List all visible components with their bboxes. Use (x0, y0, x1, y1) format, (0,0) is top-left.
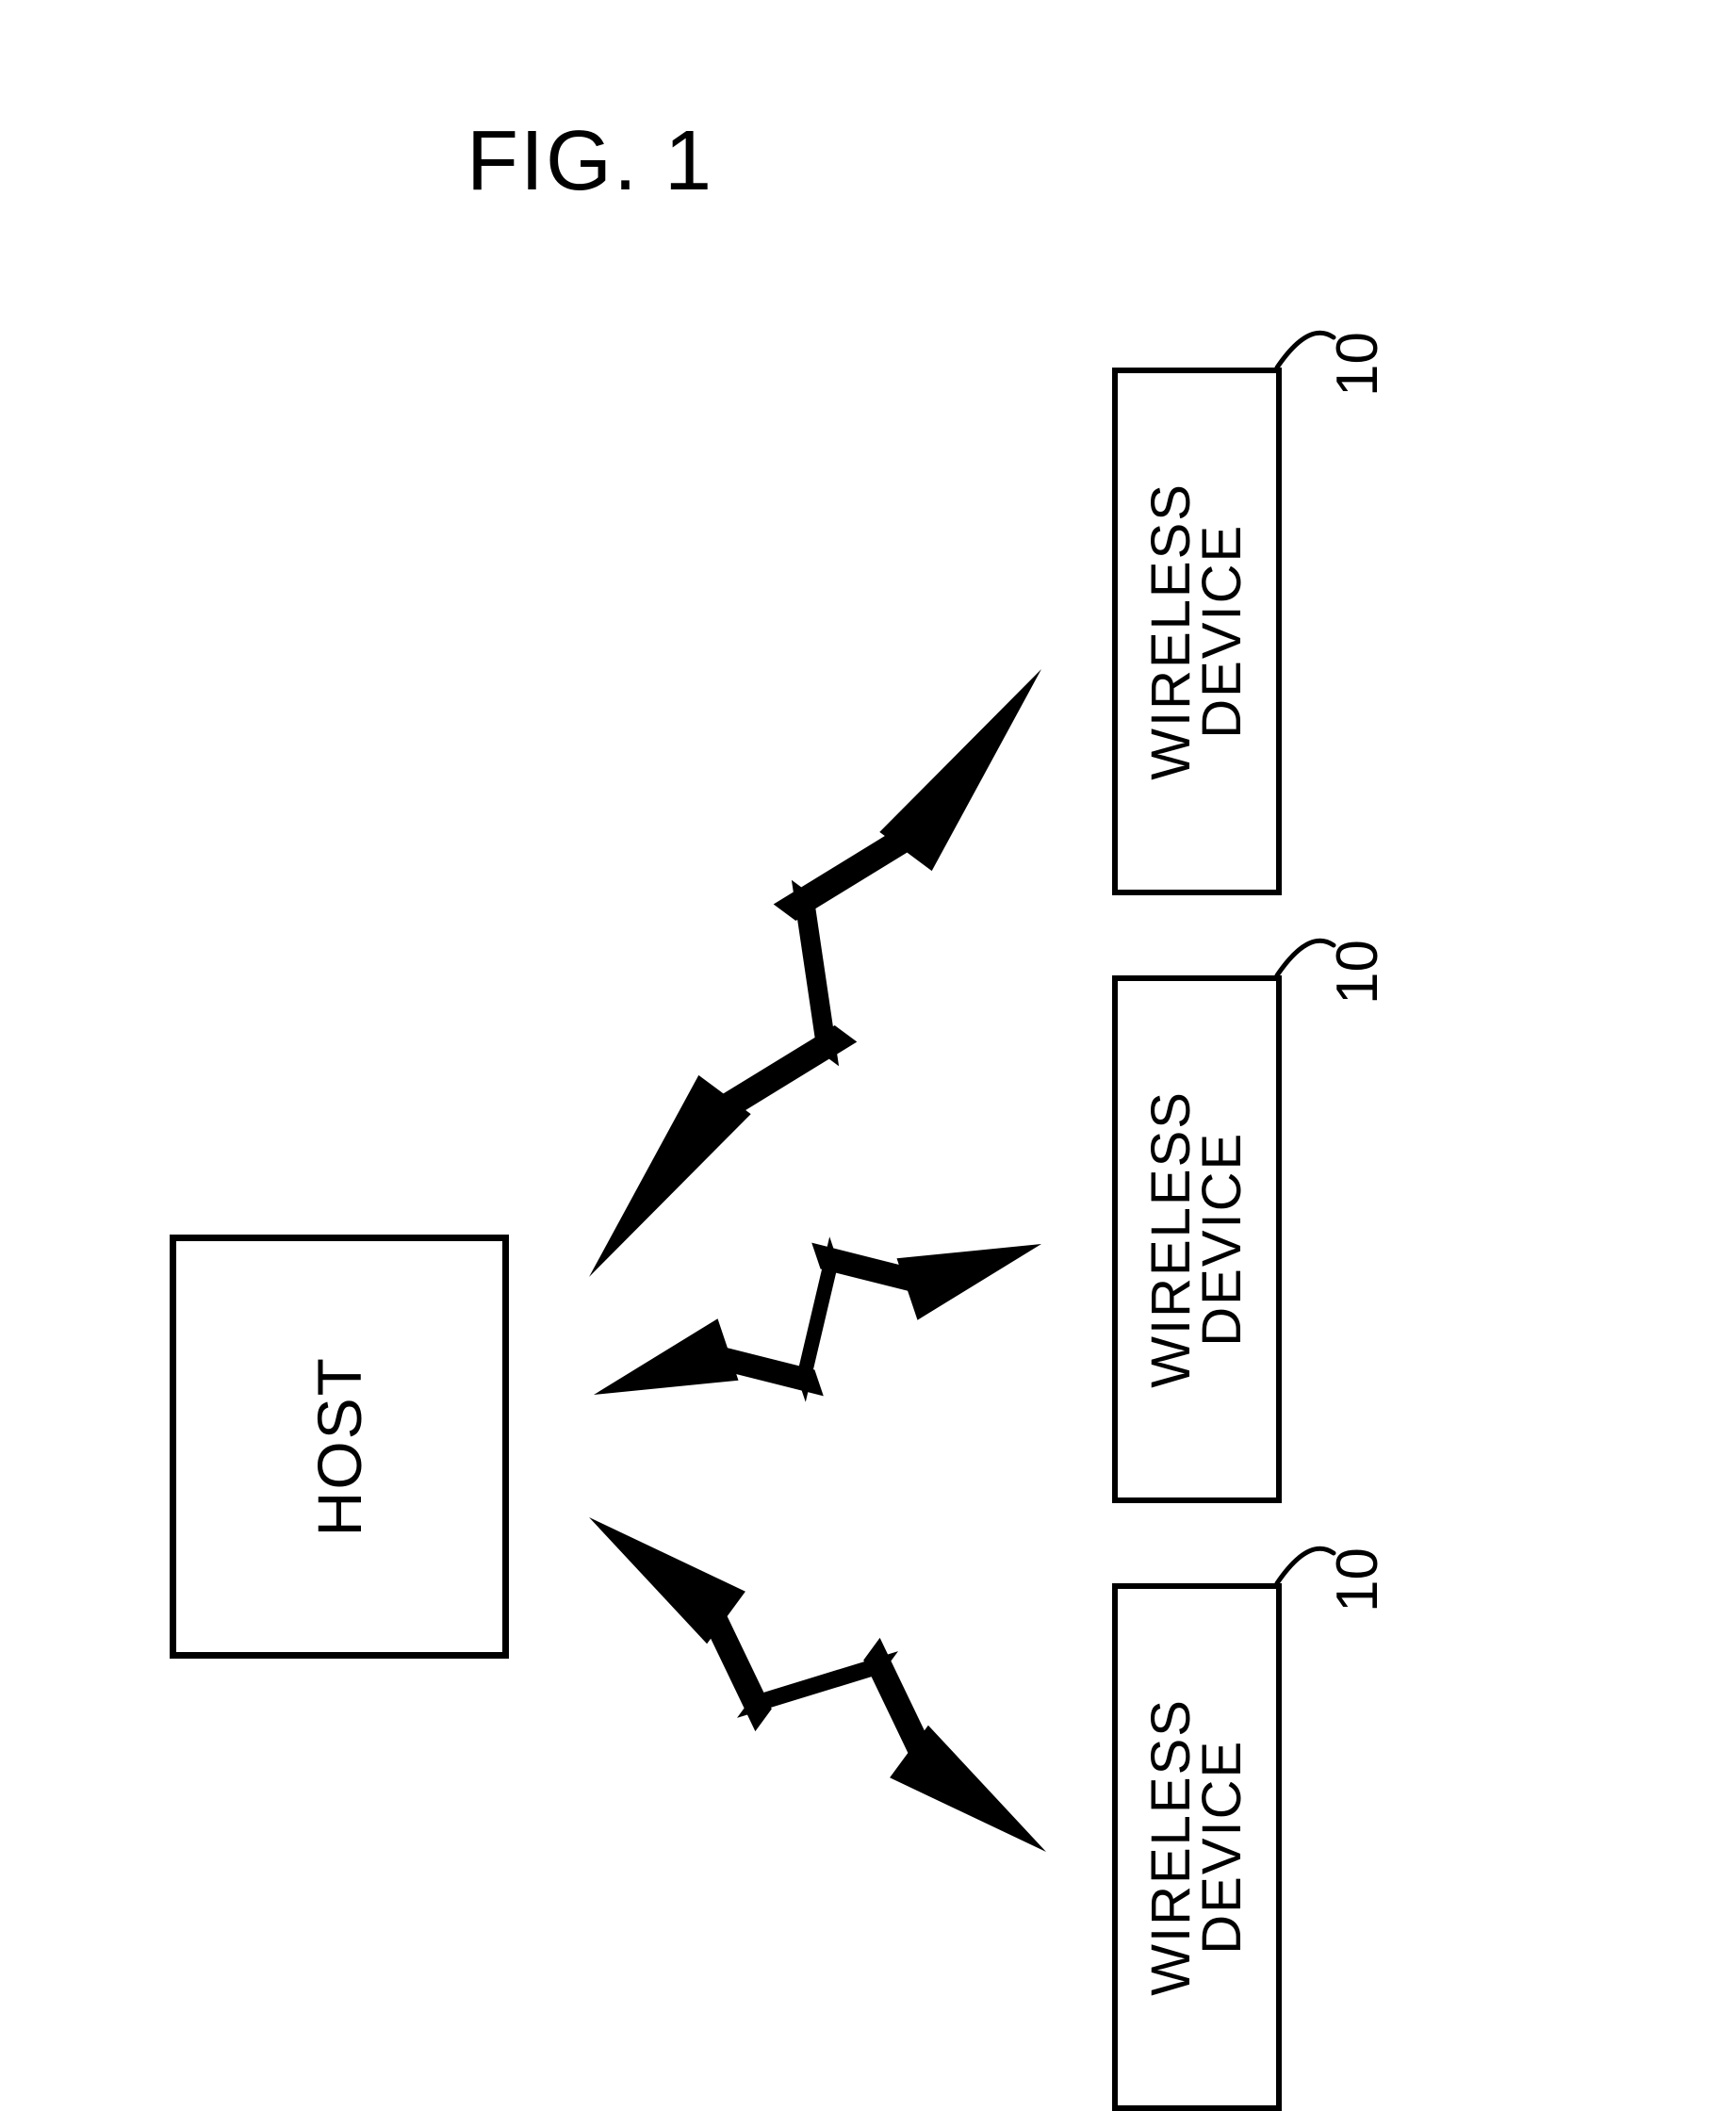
wireless-device-label: WIRELESSDEVICE (1146, 483, 1248, 780)
leader-line (1272, 1522, 1348, 1588)
leader-line (1272, 914, 1348, 980)
leader-line (1272, 306, 1348, 372)
wireless-device-box: WIRELESSDEVICE (1112, 975, 1282, 1503)
wireless-device-label: WIRELESSDEVICE (1146, 1698, 1248, 1996)
wireless-device-box: WIRELESSDEVICE (1112, 1583, 1282, 2111)
figure-title: FIG. 1 (467, 113, 713, 210)
wireless-device-box: WIRELESSDEVICE (1112, 368, 1282, 895)
host-label: HOST (303, 1356, 375, 1536)
wireless-device-label: WIRELESSDEVICE (1146, 1090, 1248, 1388)
host-box: HOST (170, 1235, 509, 1659)
wireless-bolt-icon (502, 1431, 1133, 1939)
figure-canvas: FIG. 1 HOST WIRELESSDEVICE10WIRELESSDEVI… (0, 0, 1736, 1948)
